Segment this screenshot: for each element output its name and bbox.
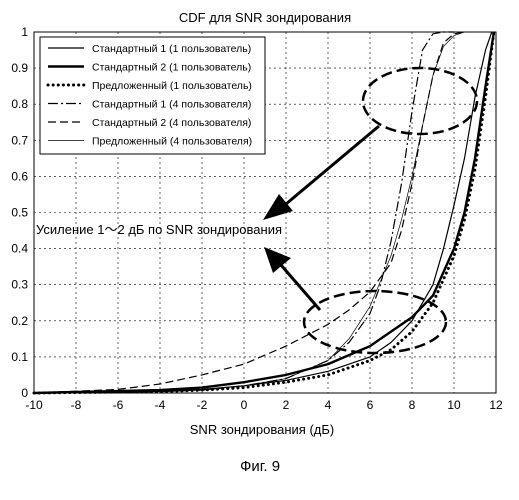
x-tick-label: 8	[409, 398, 416, 412]
legend-label-3: Предложенный (1 пользователь)	[92, 80, 252, 92]
y-tick-label: 0.3	[11, 278, 28, 292]
y-tick-label: 0.8	[11, 97, 28, 111]
y-tick-label: 0.5	[11, 206, 28, 220]
legend-label-1: Стандартный 1 (1 пользователь)	[92, 43, 251, 55]
x-tick-label: -6	[113, 398, 124, 412]
x-tick-label: 12	[489, 398, 503, 412]
y-tick-label: 0.2	[11, 314, 28, 328]
arrow-to-lower-ellipse	[264, 247, 320, 310]
legend-label-4: Стандартный 1 (4 пользователя)	[92, 99, 251, 111]
x-tick-label: -10	[25, 398, 43, 412]
y-tick-label: 0.6	[11, 169, 28, 183]
x-tick-label: 10	[447, 398, 461, 412]
x-tick-label: -2	[197, 398, 208, 412]
y-tick-label: 0.9	[11, 61, 28, 75]
x-tick-label: 2	[283, 398, 290, 412]
gain-annotation: Усиление 1～2 дБ по SNR зондирования	[36, 222, 282, 237]
y-tick-label: 0.4	[11, 242, 28, 256]
legend-label-2: Стандартный 2 (1 пользователь)	[92, 62, 251, 74]
x-axis-label: SNR зондирования (дБ)	[190, 422, 334, 437]
x-tick-label: 4	[325, 398, 332, 412]
figure-caption: Фиг. 9	[240, 458, 280, 475]
y-tick-label: 0.7	[11, 133, 28, 147]
x-tick-label: 6	[367, 398, 374, 412]
annotation-ellipse-upper	[363, 68, 477, 134]
x-tick-label: -8	[71, 398, 82, 412]
chart-title: CDF для SNR зондирования	[179, 10, 351, 25]
legend-label-6: Предложенный (4 пользователя)	[92, 136, 252, 148]
x-tick-label: 0	[241, 398, 248, 412]
y-tick-label: 1	[21, 25, 28, 39]
legend-label-5: Стандартный 2 (4 пользователя)	[92, 117, 251, 129]
x-tick-label: -4	[155, 398, 166, 412]
x-tick-labels: -10 -8 -6 -4 -2 0 2 4 6 8 10 12	[25, 398, 503, 412]
legend: Стандартный 1 (1 пользователь) Стандартны…	[40, 37, 265, 154]
y-tick-label: 0.1	[11, 350, 28, 364]
y-tick-labels: 00.10.20.30.40.50.60.70.80.91	[11, 25, 28, 400]
